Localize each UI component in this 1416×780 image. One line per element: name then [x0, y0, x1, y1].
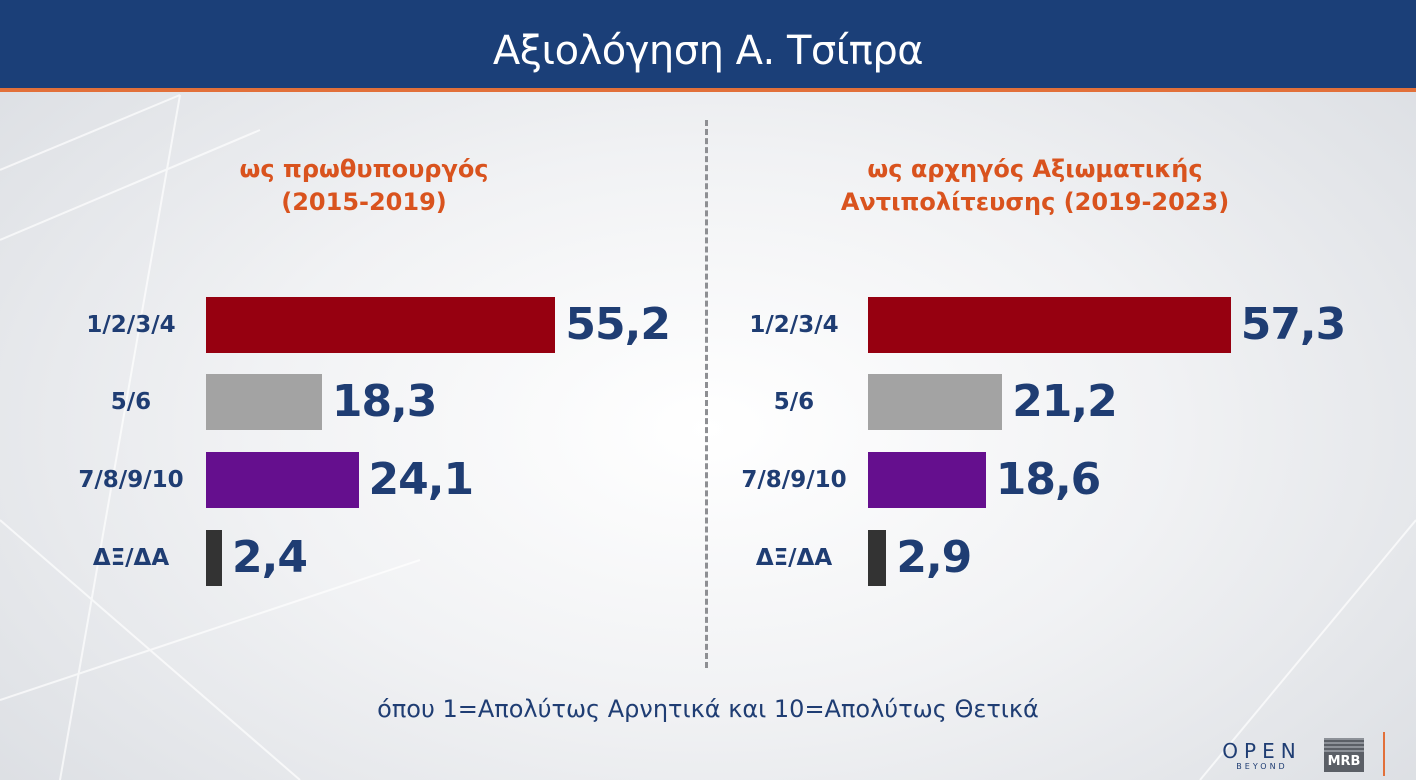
left-bar [206, 374, 322, 430]
right-panel-title-line-1: ως αρχηγός Αξιωματικής [867, 155, 1203, 183]
right-value-label: 57,3 [1240, 299, 1347, 350]
mrb-logo-text: MRB [1327, 754, 1361, 769]
right-bar [868, 530, 887, 586]
left-value-label: 18,3 [331, 376, 438, 427]
right-value-label: 2,9 [896, 532, 972, 583]
open-logo-text: OPEN [1222, 739, 1302, 763]
right-panel-title-line-2: Αντιπολίτευσης (2019-2023) [840, 188, 1230, 216]
right-bar [868, 297, 1231, 353]
left-bar [206, 297, 556, 353]
left-value-label: 55,2 [565, 299, 671, 350]
right-bar [868, 452, 986, 508]
right-category-label: ΔΞ/ΔΑ [755, 545, 833, 571]
logo-accent-bar [1383, 732, 1385, 776]
panel-divider [705, 120, 708, 668]
left-category-label: 1/2/3/4 [86, 312, 176, 338]
open-logo: OPEN BEYOND [1222, 740, 1302, 772]
left-panel-title: ως πρωθυπουργός (2015-2019) [184, 153, 544, 219]
right-category-label: 5/6 [773, 389, 815, 415]
left-bar [206, 452, 359, 508]
header-bar [0, 0, 1416, 88]
mrb-logo-stripes [1324, 738, 1364, 752]
right-value-label: 18,6 [995, 454, 1102, 505]
mrb-logo: MRB [1324, 738, 1364, 772]
right-category-label: 7/8/9/10 [741, 467, 847, 493]
left-panel-title-line-2: (2015-2019) [281, 188, 447, 216]
left-category-label: 5/6 [110, 389, 152, 415]
header-accent-line [0, 88, 1416, 92]
right-panel-title: ως αρχηγός Αξιωματικής Αντιπολίτευσης (2… [790, 153, 1280, 219]
left-category-label: 7/8/9/10 [78, 467, 184, 493]
right-category-label: 1/2/3/4 [749, 312, 839, 338]
left-value-label: 2,4 [232, 532, 308, 583]
left-value-label: 24,1 [368, 454, 475, 505]
left-bar [206, 530, 222, 586]
page-title: Αξιολόγηση Α. Τσίπρα [492, 28, 924, 74]
left-panel-title-line-1: ως πρωθυπουργός [239, 155, 489, 183]
scale-footnote: όπου 1=Απολύτως Αρνητικά και 10=Απολύτως… [377, 695, 1039, 723]
right-value-label: 21,2 [1012, 376, 1118, 427]
left-category-label: ΔΞ/ΔΑ [92, 545, 170, 571]
right-bar [868, 374, 1003, 430]
open-logo-subtext: BEYOND [1236, 762, 1288, 771]
